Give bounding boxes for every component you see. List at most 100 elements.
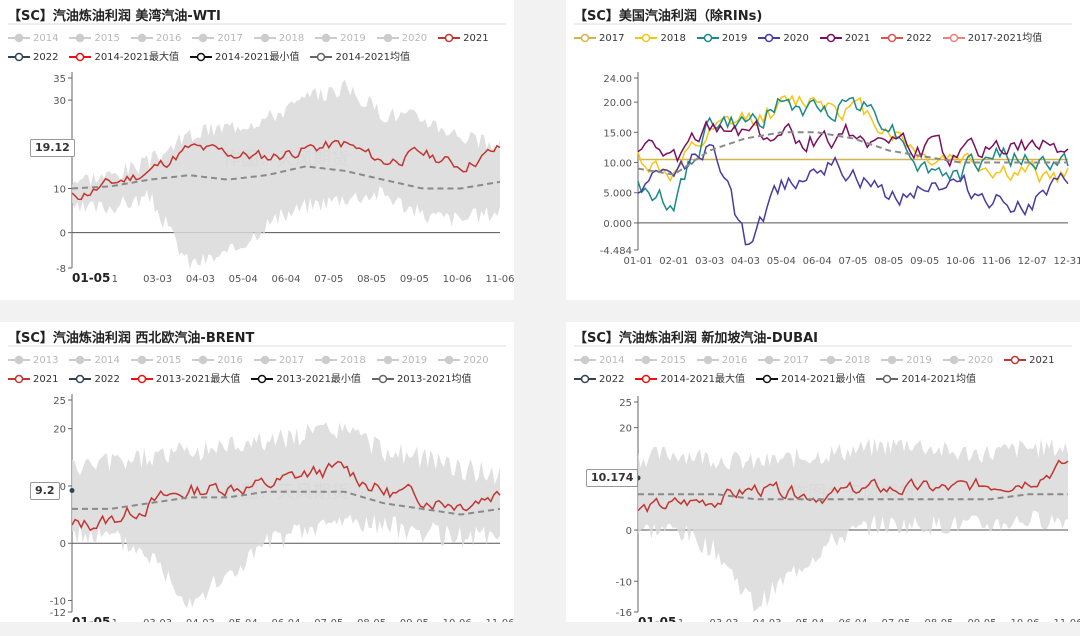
x-tick-label: 07-05 <box>314 274 343 285</box>
legend-item[interactable]: 2014-2021最大值 <box>635 370 745 389</box>
legend-item[interactable]: 2017 <box>758 351 809 370</box>
legend-swatch <box>1004 355 1027 365</box>
legend-item[interactable]: 2017 <box>574 29 624 48</box>
legend-item[interactable]: 2014-2021最小值 <box>755 370 865 389</box>
y-tick-label: 15.00 <box>603 128 632 139</box>
legend-label: 2018 <box>340 355 366 366</box>
y-tick-label: 10.00 <box>603 159 632 170</box>
y-tick-label: 5.000 <box>603 189 632 200</box>
legend-item[interactable]: 2018 <box>315 351 366 370</box>
legend-item[interactable]: 2021 <box>438 29 489 48</box>
series-line-2021 <box>71 140 501 201</box>
legend-item[interactable]: 2020 <box>758 29 809 48</box>
legend-swatch <box>376 355 399 365</box>
x-tick-label: 04-03 <box>731 256 760 267</box>
legend-item[interactable]: 2013-2021均值 <box>371 370 471 389</box>
legend-item[interactable]: 2014-2021最大值 <box>69 48 179 67</box>
legend-item[interactable]: 2017-2021均值 <box>942 29 1042 48</box>
legend-item[interactable]: 2020 <box>376 29 427 48</box>
x-tick-label: 07-05 <box>314 618 343 622</box>
legend-swatch <box>758 355 781 365</box>
x-tick-label: 12-07 <box>1018 256 1047 267</box>
legend-item[interactable]: 2014-2021最小值 <box>189 48 299 67</box>
y-tick-label: 20 <box>53 425 66 436</box>
legend-item[interactable]: 2013-2021最大值 <box>130 370 240 389</box>
legend-item[interactable]: 2013-2021最小值 <box>251 370 361 389</box>
legend-item[interactable]: 2018 <box>635 29 686 48</box>
legend-swatch <box>574 33 596 43</box>
y-tick-label: 10 <box>53 184 66 195</box>
legend-item[interactable]: 2015 <box>635 351 686 370</box>
legend-item[interactable]: 2013 <box>8 351 58 370</box>
legend-swatch <box>438 355 461 365</box>
legend-item[interactable]: 2015 <box>130 351 181 370</box>
chart-legend[interactable]: 2013 2014 2015 2016 2017 2018 2019 2020 2021 2022… <box>8 351 513 389</box>
legend-swatch <box>8 33 30 43</box>
legend-swatch <box>696 33 719 43</box>
chart-legend[interactable]: 2014 2015 2016 2017 2018 2019 2020 2021 2022 2014… <box>8 29 513 67</box>
legend-label: 2019 <box>721 33 748 44</box>
legend-label: 2014 <box>599 355 625 366</box>
legend-item[interactable]: 2021 <box>819 29 870 48</box>
legend-item[interactable]: 2017 <box>253 351 304 370</box>
legend-swatch <box>438 33 461 43</box>
min-max-band <box>72 422 500 609</box>
legend-item[interactable]: 2017 <box>192 29 243 48</box>
legend-item[interactable]: 2016 <box>130 29 181 48</box>
x-tick-label: 06-04 <box>271 274 300 285</box>
legend-item[interactable]: 2020 <box>438 351 489 370</box>
legend-item[interactable]: 2022 <box>881 29 932 48</box>
legend-label: 2019 <box>401 355 428 366</box>
legend-swatch <box>69 374 92 384</box>
x-tick-label: 01-01 <box>623 256 652 267</box>
legend-swatch <box>189 52 212 62</box>
legend-item[interactable]: 2018 <box>819 351 870 370</box>
current-value-label: 19.12 <box>30 139 75 158</box>
series-line-2021 <box>637 459 1069 514</box>
legend-item[interactable]: 2019 <box>376 351 428 370</box>
legend-swatch <box>310 52 333 62</box>
legend-swatch <box>635 355 658 365</box>
legend-item[interactable]: 2021 <box>8 370 58 389</box>
legend-item[interactable]: 2014 <box>8 29 58 48</box>
x-tick-label: 11-06 <box>485 274 514 285</box>
x-tick-label: 10-06 <box>443 618 472 622</box>
y-tick-label: -10 <box>616 577 632 588</box>
legend-item[interactable]: 2014-2021均值 <box>310 48 410 67</box>
legend-item[interactable]: 2022 <box>8 48 58 67</box>
legend-label: 2017 <box>217 33 243 44</box>
chart-legend[interactable]: 2014 2015 2016 2017 2018 2019 2020 2021 2022 2014… <box>574 351 1079 389</box>
legend-item[interactable]: 2014-2021均值 <box>876 370 976 389</box>
legend-label: 2018 <box>278 33 305 44</box>
legend-swatch <box>819 33 842 43</box>
legend-item[interactable]: 2022 <box>69 370 120 389</box>
legend-item[interactable]: 2014 <box>574 351 624 370</box>
legend-item[interactable]: 2014 <box>69 351 120 370</box>
legend-swatch <box>876 374 899 384</box>
x-tick-label: 03-03 <box>695 256 724 267</box>
chart-canvas: 35 30 10 0 -8 01-05 1 03-03 04-03 05-04 06-04 07-05… <box>8 23 514 285</box>
legend-item[interactable]: 2022 <box>574 370 624 389</box>
legend-item[interactable]: 2019 <box>881 351 932 370</box>
chart-legend[interactable]: 2017 2018 2019 2020 2021 2022 2017-2021均值 <box>574 29 1079 48</box>
legend-label: 2013-2021最小值 <box>276 374 361 385</box>
legend-label: 2017 <box>783 355 809 366</box>
legend-item[interactable]: 2019 <box>696 29 748 48</box>
chart-canvas: 24.00 20.00 15.00 10.00 5.000 0.000 -4.48401-0… <box>574 23 1080 267</box>
legend-item[interactable]: 2015 <box>69 29 120 48</box>
legend-item[interactable]: 2016 <box>192 351 243 370</box>
legend-label: 2020 <box>967 355 994 366</box>
legend-label: 2013 <box>33 355 59 366</box>
legend-item[interactable]: 2016 <box>696 351 748 370</box>
x-tick-label: 01-05 <box>72 271 110 285</box>
legend-item[interactable]: 2021 <box>1004 351 1055 370</box>
x-tick-label: 08-05 <box>924 618 953 622</box>
legend-label: 2016 <box>721 355 748 366</box>
legend-item[interactable]: 2018 <box>253 29 305 48</box>
legend-item[interactable]: 2019 <box>315 29 366 48</box>
chart-panel-us-gasoline: 24.00 20.00 15.00 10.00 5.000 0.000 -4.484 01-0… <box>566 0 1080 300</box>
legend-label: 2022 <box>599 374 625 385</box>
legend-item[interactable]: 2020 <box>942 351 994 370</box>
x-tick-label: 06-04 <box>803 256 832 267</box>
x-tick-label: 03-03 <box>143 274 172 285</box>
